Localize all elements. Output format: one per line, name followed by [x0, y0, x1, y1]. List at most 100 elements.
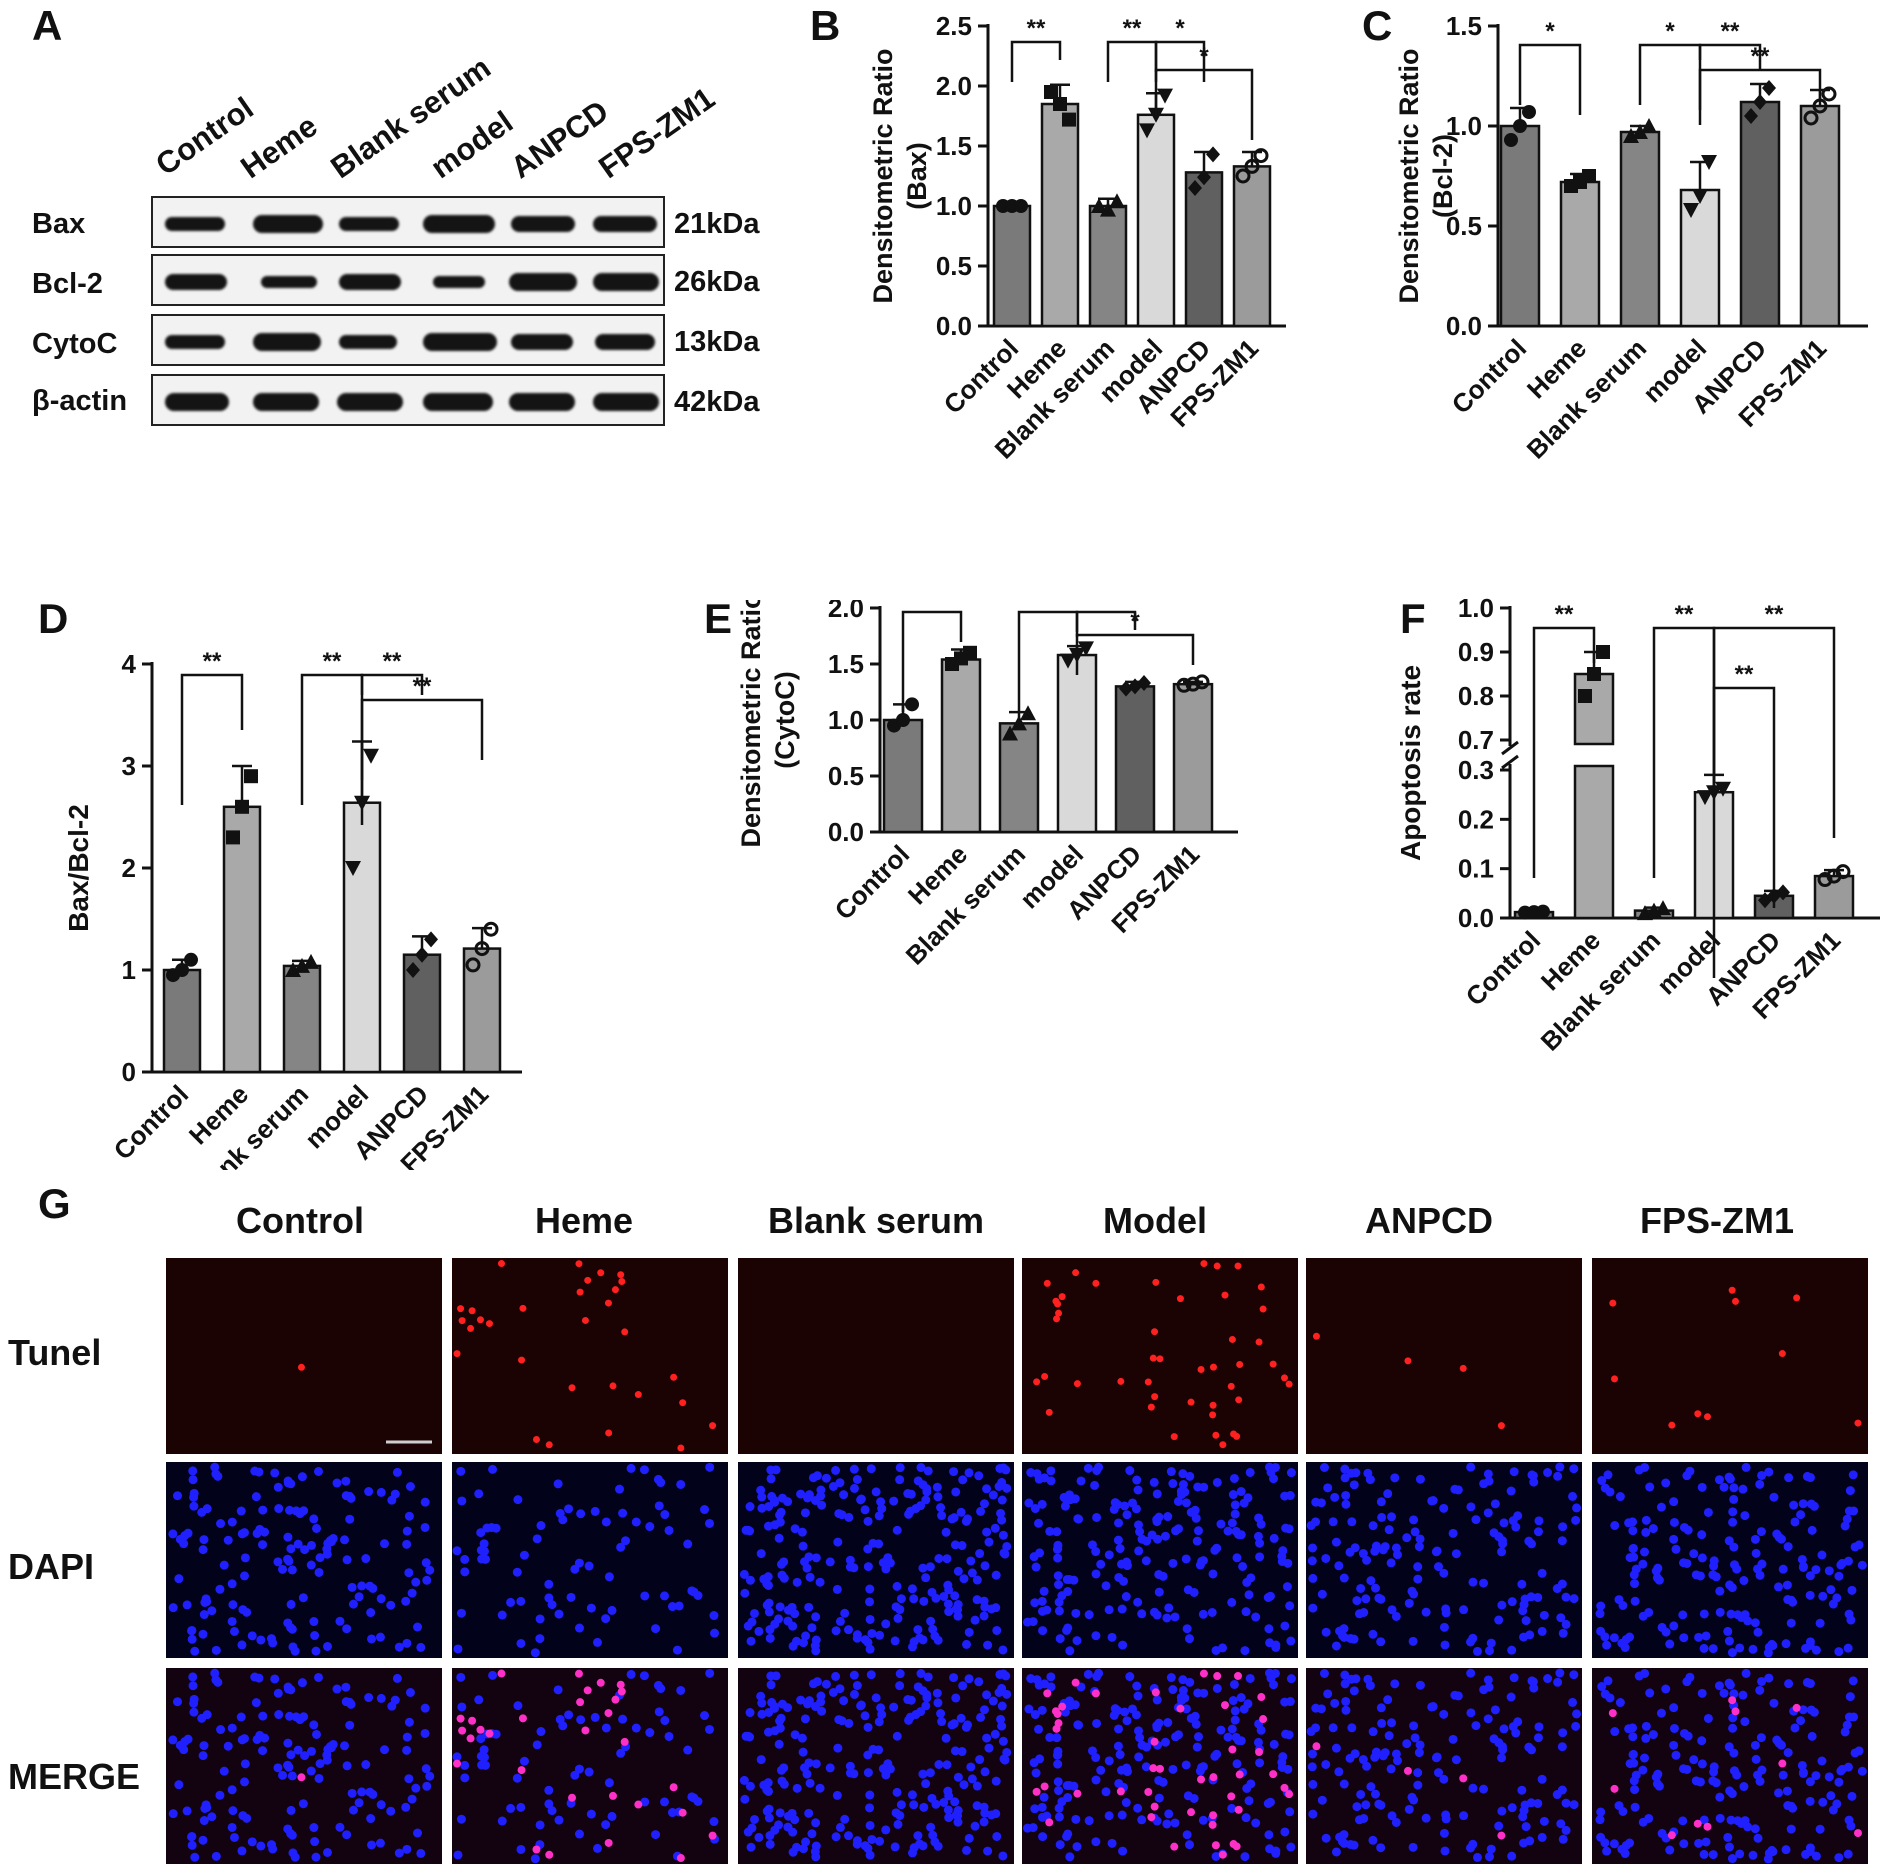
dapi-dot [860, 1841, 870, 1851]
dapi-dot [967, 1568, 977, 1578]
dapi-dot [1709, 1556, 1719, 1566]
dapi-dot [951, 1487, 961, 1497]
tunel-dot [1209, 1363, 1217, 1371]
tunel-dot [519, 1304, 527, 1312]
dapi-dot [1311, 1517, 1321, 1527]
dapi-dot [1101, 1581, 1111, 1591]
tunel-dot [1053, 1315, 1061, 1323]
merge-dot [497, 1669, 506, 1678]
dapi-dot [792, 1636, 802, 1646]
dapi-dot [774, 1820, 784, 1830]
dapi-dot [340, 1741, 350, 1751]
blot-row-label: CytoC [32, 328, 118, 360]
dapi-dot [407, 1588, 417, 1598]
bar [940, 658, 982, 834]
dapi-dot [1596, 1807, 1606, 1817]
merge-dot [1403, 1766, 1412, 1775]
blot-strip-bax [151, 196, 665, 248]
dapi-dot [1030, 1598, 1040, 1608]
dapi-dot [1694, 1838, 1704, 1848]
dapi-dot [452, 1752, 462, 1762]
dapi-dot [1413, 1562, 1423, 1572]
merge-dot [1197, 1775, 1206, 1784]
merge-dot [1043, 1689, 1052, 1698]
dapi-dot [664, 1525, 674, 1535]
blot-strip-actin [151, 374, 665, 426]
dapi-dot [402, 1526, 412, 1536]
dapi-dot [1439, 1828, 1449, 1838]
dapi-dot [1724, 1742, 1734, 1752]
dapi-dot [964, 1468, 974, 1478]
dapi-dot [452, 1546, 462, 1556]
bar [1573, 672, 1615, 746]
dapi-dot [453, 1644, 463, 1654]
dapi-dot [1053, 1544, 1063, 1554]
dapi-dot [865, 1597, 875, 1607]
dapi-dot [607, 1605, 617, 1615]
dapi-dot [1242, 1577, 1252, 1587]
merge-dot [1170, 1842, 1179, 1851]
dapi-dot [944, 1813, 954, 1823]
dapi-dot [928, 1830, 938, 1840]
dapi-dot [1724, 1472, 1734, 1482]
dapi-dot [615, 1484, 625, 1494]
dapi-dot [1390, 1679, 1400, 1689]
data-point [184, 952, 198, 967]
merge-dot [1176, 1704, 1185, 1713]
dapi-dot [1740, 1511, 1750, 1521]
dapi-dot [1338, 1631, 1348, 1641]
dapi-dot [1218, 1643, 1228, 1653]
merge-dot [1497, 1831, 1506, 1840]
dapi-dot [530, 1648, 540, 1658]
dapi-dot [1506, 1486, 1516, 1496]
dapi-dot [312, 1523, 322, 1533]
dapi-dot [811, 1612, 821, 1622]
merge-dot [1053, 1709, 1062, 1718]
data-point [1044, 85, 1058, 99]
data-point [1582, 169, 1596, 183]
dapi-dot [1638, 1765, 1648, 1775]
dapi-dot [168, 1809, 178, 1819]
dapi-dot [762, 1579, 772, 1589]
dapi-dot [1198, 1815, 1208, 1825]
dapi-dot [765, 1625, 775, 1635]
dapi-dot [1409, 1721, 1419, 1731]
dapi-dot [456, 1466, 466, 1476]
dapi-dot [909, 1800, 919, 1810]
micro-image [1306, 1462, 1582, 1658]
merge-dot [1144, 1787, 1153, 1796]
dapi-dot [601, 1614, 611, 1624]
tunel-dot [1144, 1378, 1152, 1386]
dapi-dot [1471, 1515, 1481, 1525]
dapi-dot [290, 1852, 300, 1862]
dapi-dot [1534, 1722, 1544, 1732]
dapi-dot [1038, 1626, 1048, 1636]
dapi-dot [766, 1680, 776, 1690]
dapi-dot [306, 1540, 316, 1550]
dapi-dot [909, 1594, 919, 1604]
tunel-dot [1312, 1332, 1320, 1340]
dapi-dot [346, 1493, 356, 1503]
dapi-dot [1834, 1647, 1844, 1657]
tunel-dot [1255, 1338, 1263, 1346]
dapi-dot [790, 1730, 800, 1740]
dapi-dot [790, 1524, 800, 1534]
dapi-dot [1253, 1531, 1263, 1541]
merge-dot [1257, 1693, 1266, 1702]
significance-bracket [1712, 686, 1776, 978]
dapi-dot [516, 1844, 526, 1854]
y-tick-label: 2.0 [936, 71, 972, 101]
dapi-dot [402, 1745, 412, 1755]
dapi-dot [1753, 1564, 1763, 1574]
dapi-dot [286, 1829, 296, 1839]
tunel-dot [453, 1350, 461, 1358]
dapi-dot [949, 1673, 959, 1683]
tunel-dot [497, 1260, 505, 1268]
tunel-dot [1259, 1305, 1267, 1313]
dapi-dot [1125, 1466, 1135, 1476]
dapi-dot [1133, 1803, 1143, 1813]
dapi-dot [1195, 1560, 1205, 1570]
dapi-dot [297, 1678, 307, 1688]
dapi-dot [754, 1626, 764, 1636]
dapi-dot [919, 1802, 929, 1812]
